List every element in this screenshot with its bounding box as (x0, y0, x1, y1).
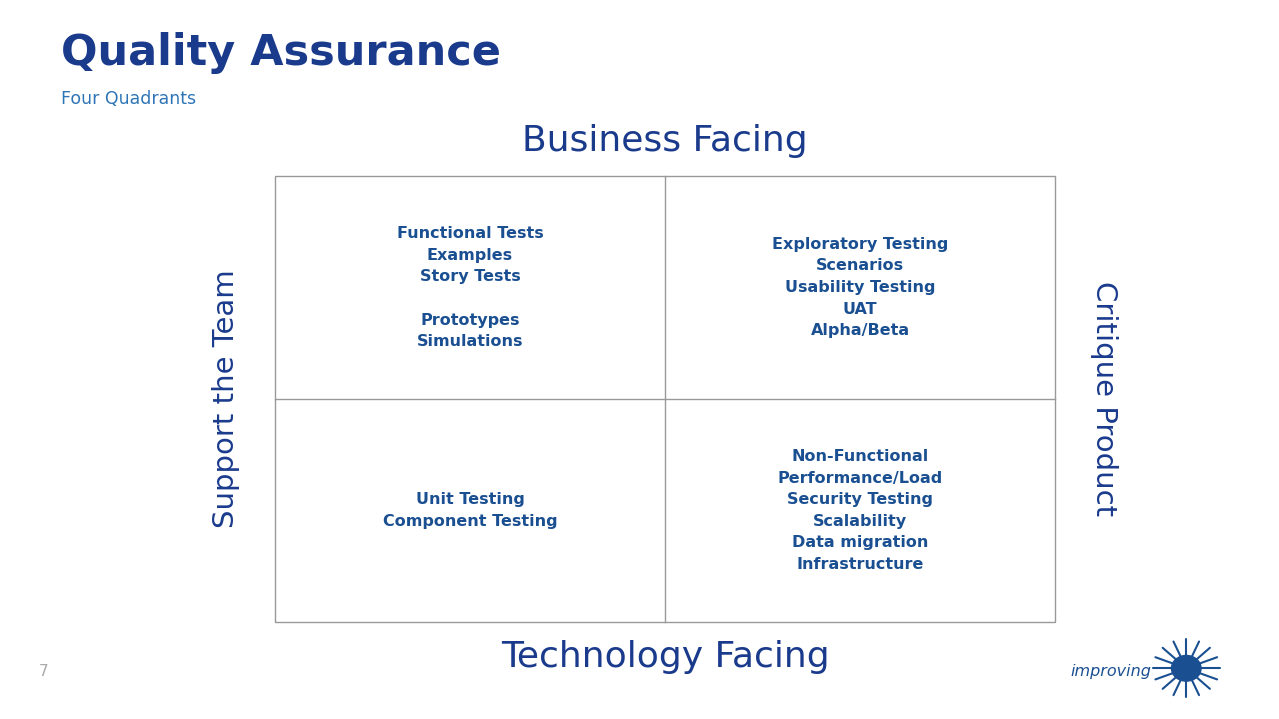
Text: improving: improving (1071, 664, 1151, 679)
Text: Support the Team: Support the Team (212, 270, 240, 528)
Text: Quality Assurance: Quality Assurance (61, 32, 501, 74)
Text: Unit Testing
Component Testing: Unit Testing Component Testing (382, 493, 558, 528)
Text: Four Quadrants: Four Quadrants (61, 90, 197, 108)
Text: Business Facing: Business Facing (522, 124, 808, 158)
Text: Critique Product: Critique Product (1090, 281, 1118, 517)
Text: 7: 7 (38, 664, 49, 679)
Text: Exploratory Testing
Scenarios
Usability Testing
UAT
Alpha/Beta: Exploratory Testing Scenarios Usability … (773, 237, 948, 339)
Text: Technology Facing: Technology Facing (501, 640, 829, 674)
Circle shape (1172, 656, 1201, 681)
Text: Functional Tests
Examples
Story Tests

Prototypes
Simulations: Functional Tests Examples Story Tests Pr… (396, 226, 544, 349)
Text: Non-Functional
Performance/Load
Security Testing
Scalability
Data migration
Infr: Non-Functional Performance/Load Security… (778, 449, 943, 572)
